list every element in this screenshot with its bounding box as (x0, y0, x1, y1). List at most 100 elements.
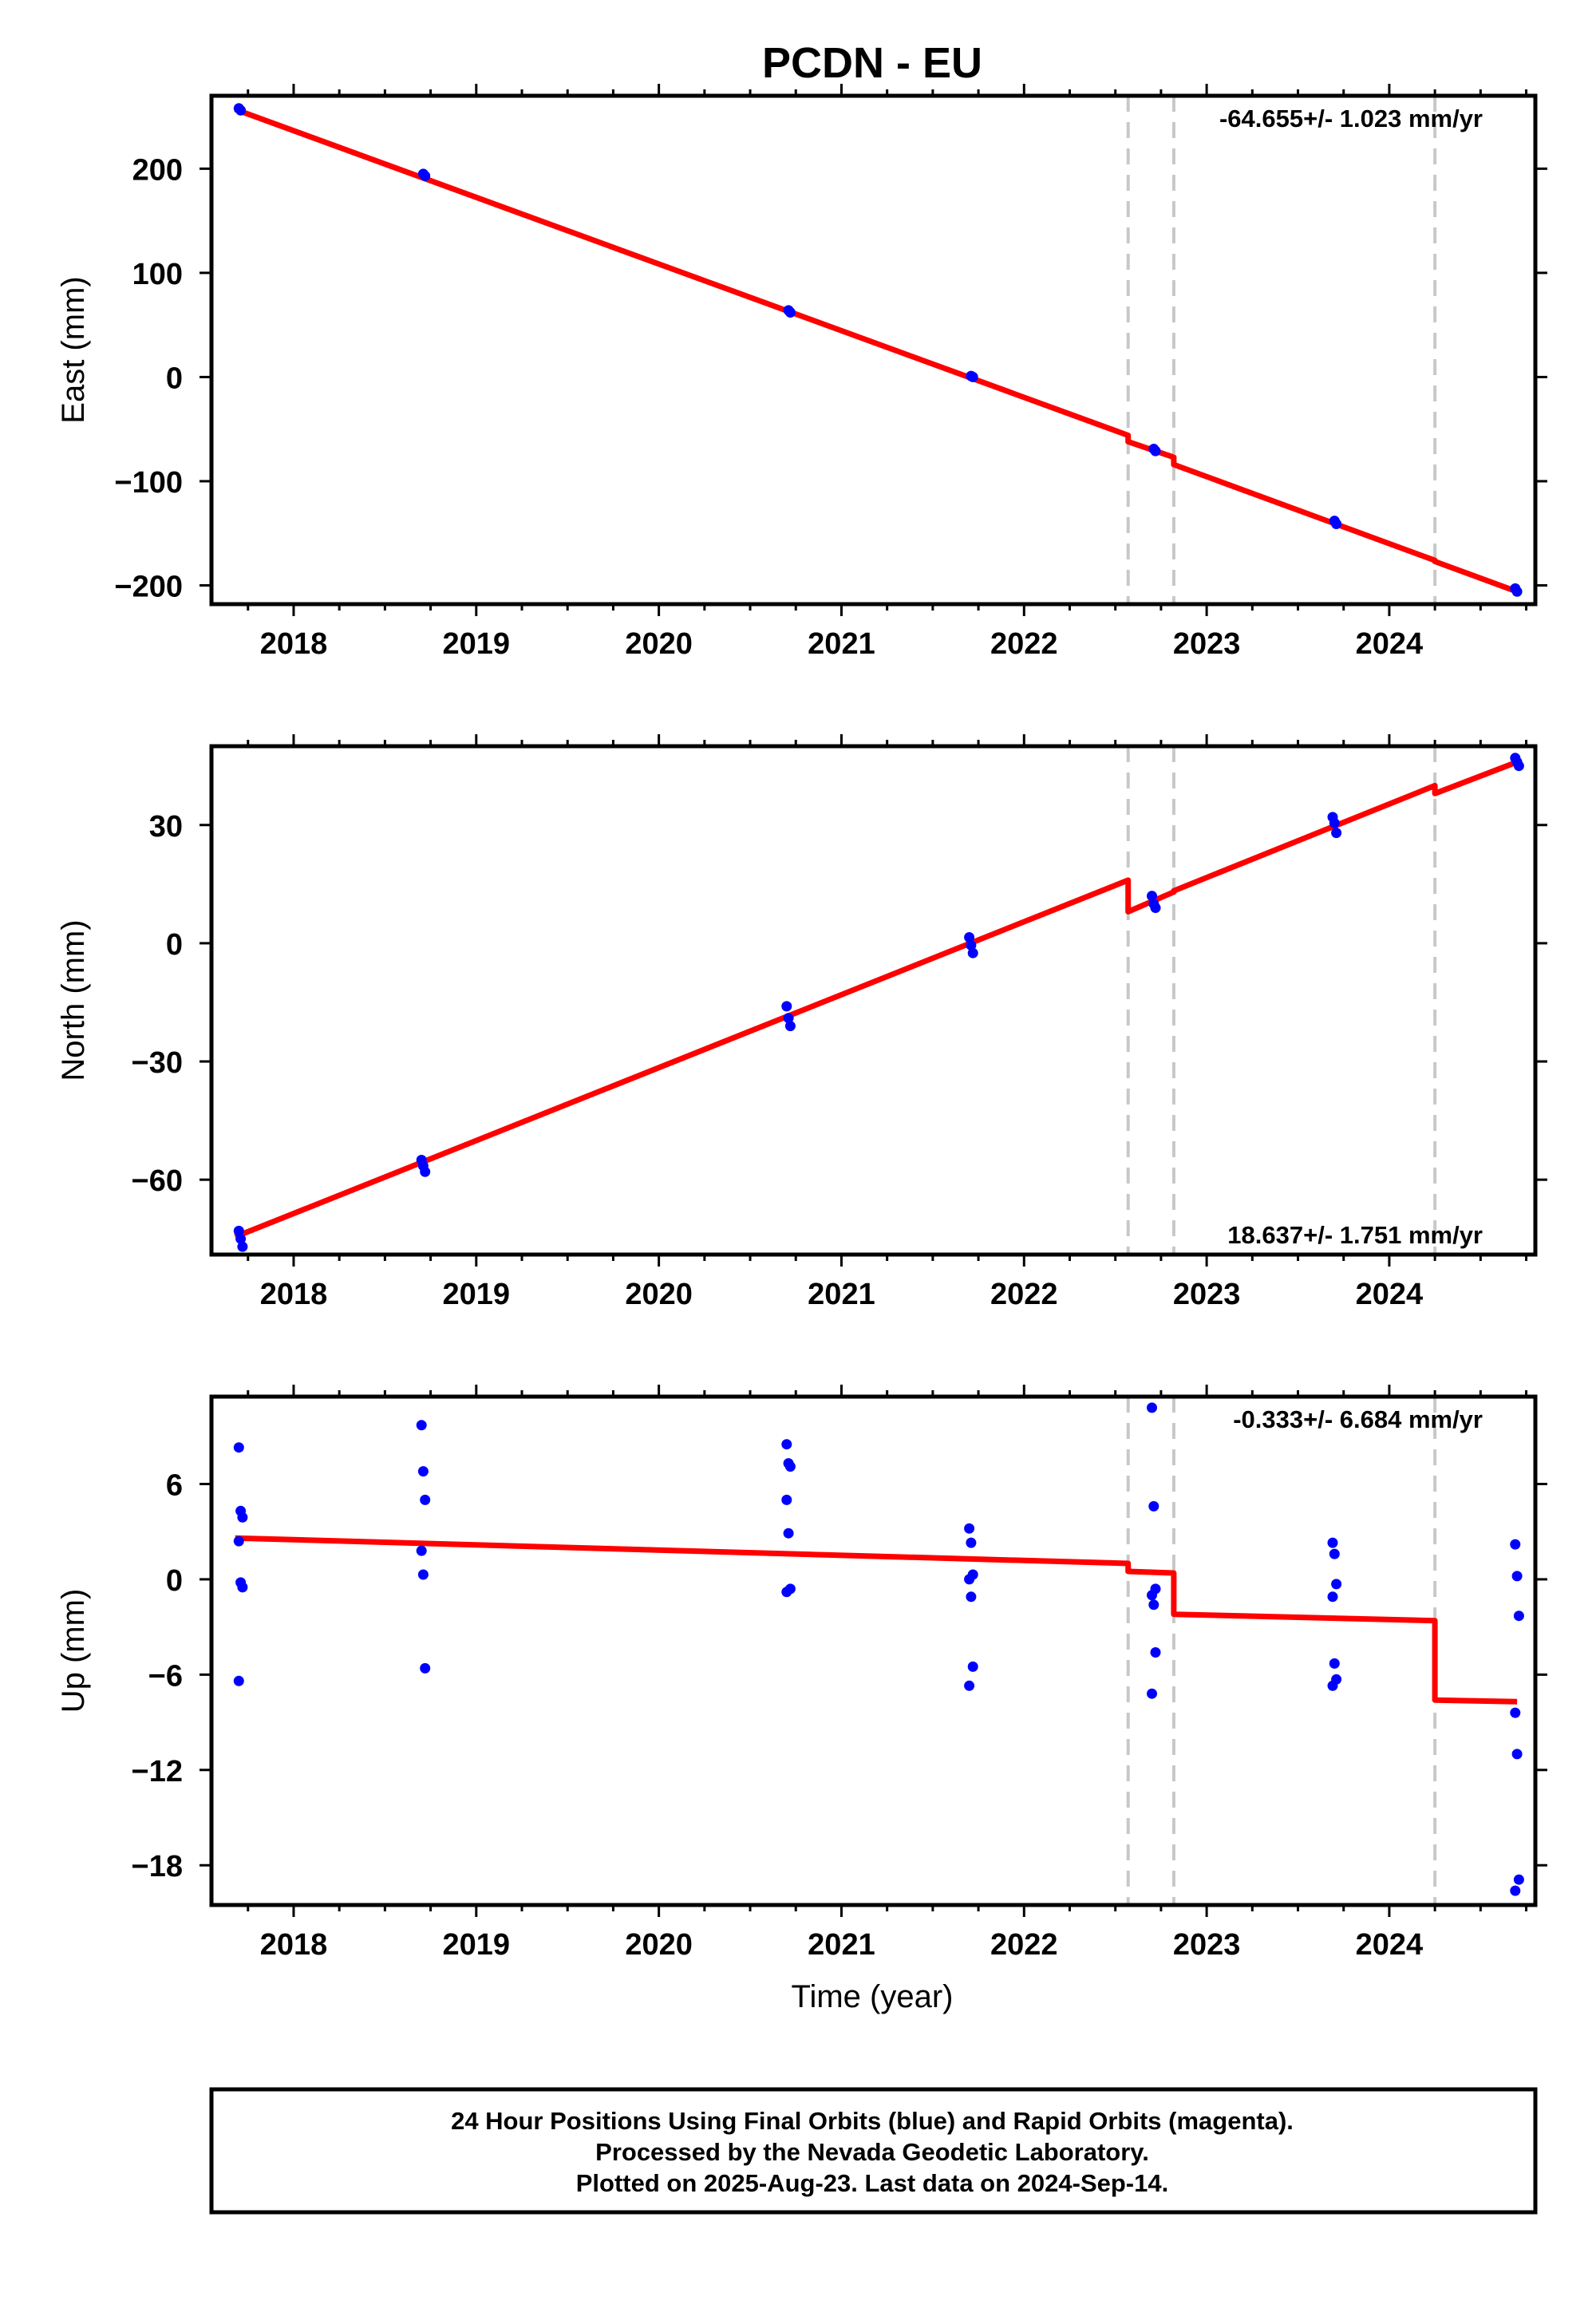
data-point (784, 1461, 796, 1472)
data-point (1331, 1579, 1342, 1590)
data-point (237, 1512, 248, 1523)
data-point (420, 1662, 431, 1674)
y-tick-label: −200 (114, 571, 183, 604)
data-point (233, 1225, 244, 1236)
data-point (1150, 445, 1161, 456)
x-tick-label: 2022 (990, 1278, 1058, 1311)
x-tick-label: 2024 (1356, 1278, 1424, 1311)
y-tick-label: −30 (132, 1046, 183, 1080)
x-tick-label: 2024 (1356, 627, 1424, 661)
up-panel: 2018 2019 2020 2021 2022 2023 2024 −18 −12 −6 0 6 Up… (56, 1385, 1547, 1962)
data-point (1147, 1402, 1157, 1413)
y-tick-label: 30 (149, 810, 183, 844)
data-point (781, 1001, 792, 1012)
y-tick-label: 0 (166, 1564, 183, 1598)
data-point (1150, 903, 1161, 913)
data-point (1511, 586, 1523, 597)
y-tick-label: 200 (132, 153, 183, 187)
x-tick-label: 2020 (625, 627, 693, 661)
data-point (1327, 1537, 1338, 1548)
data-point (233, 1675, 244, 1686)
data-point (416, 1420, 427, 1431)
velocity-label: -0.333+/- 6.684 mm/yr (1233, 1405, 1483, 1433)
y-tick-label: −12 (132, 1755, 183, 1788)
x-axis-label: Time (year) (792, 1979, 954, 2014)
data-point (1327, 1591, 1338, 1603)
data-point (966, 939, 977, 951)
figure-title: PCDN - EU (762, 39, 982, 87)
data-point (237, 1582, 248, 1593)
data-point (781, 1494, 792, 1505)
data-point (417, 1466, 429, 1477)
fit-line (235, 1535, 1518, 1705)
data-point (1150, 1647, 1161, 1658)
data-point (966, 1591, 977, 1603)
x-tick-label: 2018 (260, 627, 328, 661)
data-point (1147, 1688, 1157, 1699)
x-tick-label: 2021 (808, 1928, 875, 1962)
y-axis-label: North (mm) (56, 919, 91, 1081)
x-tick-label: 2020 (625, 1278, 693, 1311)
x-tick-label: 2023 (1173, 1278, 1241, 1311)
data-point (420, 1166, 431, 1177)
data-point (233, 1442, 244, 1453)
x-tick-label: 2021 (808, 1278, 875, 1311)
y-tick-label: 0 (166, 362, 183, 395)
data-point (1329, 1548, 1340, 1559)
data-point (1510, 1885, 1521, 1896)
data-point (1148, 1599, 1159, 1611)
data-point (1327, 1680, 1338, 1691)
y-tick-label: −100 (114, 466, 183, 500)
y-tick-label: 100 (132, 258, 183, 291)
data-point (1510, 1539, 1521, 1550)
y-tick-label: 0 (166, 928, 183, 962)
x-tick-label: 2020 (625, 1928, 693, 1962)
y-tick-label: −18 (132, 1850, 183, 1883)
data-point (417, 1569, 429, 1580)
footer-line-3: Plotted on 2025-Aug-23. Last data on 202… (576, 2169, 1168, 2197)
panel-frame (209, 744, 1538, 1257)
data-point (964, 1523, 975, 1534)
footer-frame (209, 2087, 1538, 2215)
data-point (967, 1661, 978, 1672)
velocity-label: 18.637+/- 1.751 mm/yr (1227, 1221, 1483, 1249)
x-tick-label: 2019 (443, 627, 511, 661)
data-point (1329, 1658, 1340, 1669)
data-point (416, 1545, 427, 1556)
data-point (1511, 1571, 1523, 1582)
plot-area (211, 746, 1535, 1255)
x-tick-label: 2021 (808, 627, 875, 661)
data-point (781, 1439, 792, 1450)
data-point (1331, 519, 1342, 529)
x-tick-label: 2018 (260, 1928, 328, 1962)
x-tick-label: 2024 (1356, 1928, 1424, 1962)
y-axis-label: East (mm) (56, 276, 91, 423)
data-point (1329, 817, 1340, 828)
footer-line-2: Processed by the Nevada Geodetic Laborat… (595, 2138, 1149, 2166)
y-tick-label: −60 (132, 1164, 183, 1198)
x-tick-label: 2018 (260, 1278, 328, 1311)
data-point (237, 1241, 248, 1252)
fit-line (234, 106, 1519, 595)
east-panel: 2018 2019 2020 2021 2022 2023 2024 −200 −100 0 100… (56, 84, 1547, 661)
data-point (1148, 1500, 1159, 1512)
data-point (1510, 1707, 1521, 1718)
x-tick-label: 2019 (443, 1278, 511, 1311)
north-panel: 2018 2019 2020 2021 2022 2023 2024 −60 −30 0 30 Nor… (56, 734, 1547, 1311)
data-point (1511, 1749, 1523, 1760)
x-tick-label: 2019 (443, 1928, 511, 1962)
panel-frame (209, 1394, 1538, 1907)
data-point (964, 1680, 975, 1691)
x-tick-label: 2023 (1173, 627, 1241, 661)
velocity-label: -64.655+/- 1.023 mm/yr (1219, 105, 1483, 132)
data-point (235, 1233, 247, 1244)
data-point (967, 371, 978, 382)
data-point (781, 1587, 792, 1598)
plot-area (211, 1397, 1535, 1905)
panel-frame (209, 93, 1538, 607)
data-point (784, 307, 796, 318)
x-tick-label: 2022 (990, 1928, 1058, 1962)
data-point (1147, 1590, 1157, 1601)
y-tick-label: −6 (148, 1659, 183, 1693)
